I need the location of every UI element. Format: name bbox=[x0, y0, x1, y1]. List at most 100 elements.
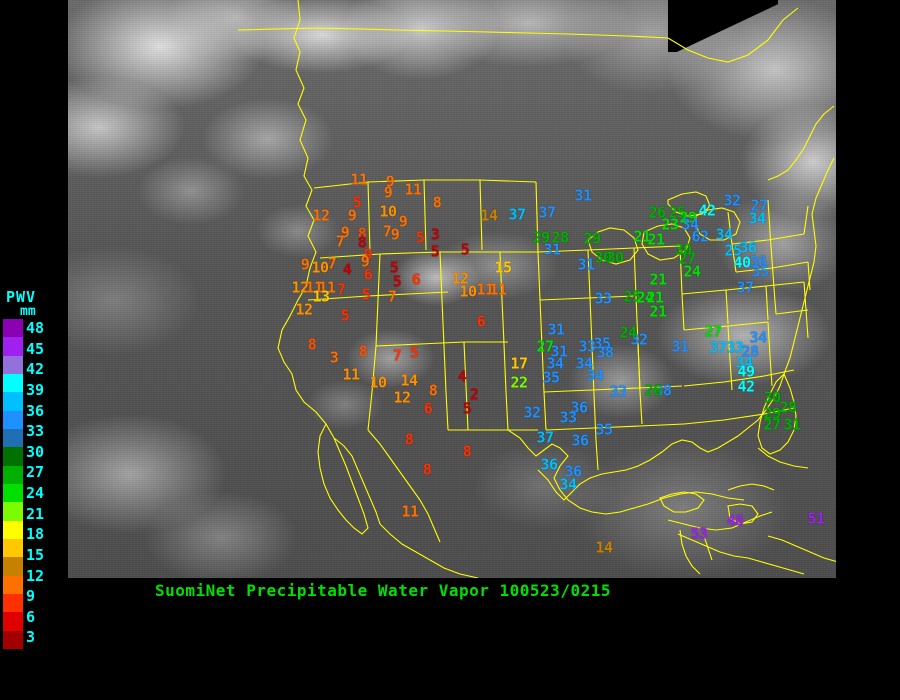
pwv-value-label: 34 bbox=[575, 354, 593, 373]
canada-usa-border bbox=[238, 8, 798, 62]
pwv-value-label: 21 bbox=[647, 230, 665, 249]
legend-swatch-9 bbox=[3, 483, 23, 503]
legend-swatch-6 bbox=[3, 428, 23, 448]
pwv-value-label: 7 bbox=[336, 280, 346, 299]
pwv-value-label: 33 bbox=[609, 382, 627, 401]
legend-tick-33: 33 bbox=[26, 422, 45, 441]
political-boundary-overlay bbox=[68, 0, 836, 578]
pwv-value-label: 9 bbox=[385, 172, 395, 191]
pwv-value-label: 10 bbox=[369, 373, 387, 392]
infrared-cloud-field bbox=[68, 0, 836, 578]
pwv-value-label: 38 bbox=[596, 343, 614, 362]
pwv-value-label: 31 bbox=[577, 255, 595, 274]
pwv-value-label: 14 bbox=[400, 371, 418, 390]
pwv-value-label: 12 bbox=[291, 278, 309, 297]
pwv-value-label: 12 bbox=[393, 388, 411, 407]
pwv-value-label: 9 bbox=[300, 255, 310, 274]
legend-tick-labels: 48 45 42 39 36 33 30 27 24 21 18 15 12 9 6 3 bbox=[26, 319, 64, 649]
legend-title: PWV bbox=[6, 288, 37, 306]
pwv-value-label: 24 bbox=[619, 323, 637, 342]
pwv-value-label: 7 bbox=[327, 254, 337, 273]
pwv-value-label: 27 bbox=[678, 249, 696, 268]
pwv-value-label: 62 bbox=[691, 227, 709, 246]
pwv-value-label: 23 bbox=[661, 215, 679, 234]
legend-tick-3: 3 bbox=[26, 628, 36, 647]
pwv-value-label: 11 bbox=[489, 280, 507, 299]
caribbean-coastlines bbox=[668, 484, 836, 574]
pwv-value-label: 21 bbox=[649, 302, 667, 321]
pwv-value-label: 42 bbox=[737, 377, 755, 396]
legend-tick-30: 30 bbox=[26, 442, 45, 461]
pwv-value-label: 11 bbox=[318, 278, 336, 297]
pwv-value-label: 40 bbox=[733, 253, 751, 272]
pwv-value-label: 31 bbox=[783, 415, 801, 434]
pwv-value-label: 29 bbox=[763, 404, 781, 423]
pwv-value-label: 8 bbox=[404, 430, 414, 449]
pwv-value-label: 2 bbox=[469, 385, 479, 404]
pwv-value-label: 37 bbox=[736, 278, 754, 297]
pwv-value-label: 33 bbox=[578, 337, 596, 356]
pwv-value-label: 35 bbox=[593, 334, 611, 353]
legend-swatch-10 bbox=[3, 502, 23, 521]
pwv-value-label: 31 bbox=[574, 186, 592, 205]
pwv-value-label: 13 bbox=[312, 287, 330, 306]
pwv-value-label: 53 bbox=[690, 524, 708, 543]
pwv-value-label: 7 bbox=[382, 222, 392, 241]
pwv-value-label: 34 bbox=[735, 353, 753, 372]
pwv-value-label: 31 bbox=[547, 320, 565, 339]
florida-peninsula bbox=[758, 374, 808, 468]
pwv-value-label: 30 bbox=[606, 248, 624, 267]
pwv-value-label: 35 bbox=[595, 420, 613, 439]
gulf-of-mexico-coast bbox=[460, 430, 744, 578]
legend-swatch-2 bbox=[3, 355, 23, 374]
legend-tick-39: 39 bbox=[26, 380, 45, 399]
pwv-value-label: 5 bbox=[460, 240, 470, 259]
pwv-value-label: 5 bbox=[462, 399, 472, 418]
pwv-value-label: 36 bbox=[564, 462, 582, 481]
pwv-value-label: 7 bbox=[387, 287, 397, 306]
legend-swatch-16 bbox=[3, 612, 23, 631]
legend-tick-21: 21 bbox=[26, 504, 45, 523]
pwv-value-label: 11 bbox=[305, 278, 323, 297]
legend-tick-45: 45 bbox=[26, 339, 45, 358]
pwv-value-label: 34 bbox=[748, 209, 766, 228]
pwv-value-label: 11 bbox=[404, 180, 422, 199]
pwv-value-label: 34 bbox=[715, 225, 733, 244]
legend-swatch-15 bbox=[3, 593, 23, 613]
pwv-value-label: 9 bbox=[363, 245, 373, 264]
pwv-value-label: 36 bbox=[570, 398, 588, 417]
great-lakes bbox=[588, 192, 740, 264]
pwv-value-label: 26 bbox=[644, 381, 662, 400]
pwv-value-label: 9 bbox=[398, 212, 408, 231]
pwv-value-label: 49 bbox=[737, 362, 755, 381]
pwv-value-label: 29 bbox=[532, 228, 550, 247]
legend-tick-9: 9 bbox=[26, 587, 36, 606]
pwv-value-label: 34 bbox=[681, 215, 699, 234]
pwv-value-label: 29 bbox=[679, 208, 697, 227]
pwv-value-label: 25 bbox=[623, 287, 641, 306]
pwv-value-label: 31 bbox=[671, 337, 689, 356]
pwv-value-label: 3 bbox=[329, 348, 339, 367]
satellite-image-panel: 11 9 5 9 11 8 12 9 10 9 7 9 8 7 9 8 9 5 3 5 5 14 7 9 10 4 9 6 5 5 6 12 1… bbox=[68, 0, 836, 578]
state-boundaries bbox=[308, 180, 810, 470]
pwv-value-label: 8 bbox=[422, 460, 432, 479]
pwv-value-label: 30 bbox=[674, 240, 692, 259]
pwv-value-label: 5 bbox=[392, 272, 402, 291]
legend-swatch-11 bbox=[3, 520, 23, 539]
legend-tick-15: 15 bbox=[26, 545, 45, 564]
pwv-value-label: 9 bbox=[383, 183, 393, 202]
pwv-value-label: 33 bbox=[726, 338, 744, 357]
pwv-value-label: 30 bbox=[763, 388, 781, 407]
legend-swatch-5 bbox=[3, 410, 23, 429]
pwv-value-label: 38 bbox=[654, 381, 672, 400]
pwv-value-label: 8 bbox=[307, 335, 317, 354]
pwv-value-label: 11 bbox=[401, 502, 419, 521]
pwv-value-label: 29 bbox=[583, 229, 601, 248]
legend-units-label: mm bbox=[20, 304, 36, 319]
pwv-value-label: 17 bbox=[510, 354, 528, 373]
pwv-value-label: 15 bbox=[494, 258, 512, 277]
pwv-value-label: 34 bbox=[749, 328, 767, 347]
pwv-value-label: 6 bbox=[423, 399, 433, 418]
pwv-value-label: 9 bbox=[347, 206, 357, 225]
